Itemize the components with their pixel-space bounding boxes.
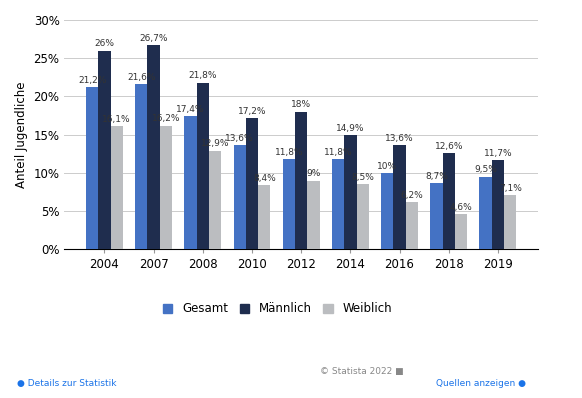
Text: 11,8%: 11,8%	[324, 148, 352, 157]
Bar	[98, 51, 111, 250]
Text: 17,2%: 17,2%	[237, 107, 266, 115]
Text: 8,7%: 8,7%	[425, 172, 448, 181]
Bar	[504, 195, 516, 250]
Text: 13,6%: 13,6%	[385, 134, 414, 143]
Text: 26%: 26%	[94, 39, 115, 48]
Bar	[406, 202, 418, 250]
Text: 21,8%: 21,8%	[189, 71, 217, 80]
Text: 8,4%: 8,4%	[253, 174, 276, 183]
Text: 12,9%: 12,9%	[201, 139, 229, 148]
Text: 21,2%: 21,2%	[78, 76, 107, 85]
Bar	[492, 160, 504, 250]
Text: 6,2%: 6,2%	[400, 191, 423, 200]
Bar	[455, 214, 467, 250]
Text: 8,5%: 8,5%	[351, 173, 374, 182]
Bar	[184, 116, 197, 250]
Text: 4,6%: 4,6%	[450, 203, 473, 212]
Text: 18%: 18%	[291, 100, 311, 109]
Bar	[442, 153, 455, 250]
Text: 26,7%: 26,7%	[139, 34, 168, 43]
Text: 16,1%: 16,1%	[102, 115, 131, 124]
Bar	[86, 87, 98, 250]
Bar	[357, 184, 369, 250]
Text: 13,6%: 13,6%	[225, 134, 254, 143]
Bar	[307, 181, 320, 250]
Text: 10%: 10%	[377, 162, 398, 171]
Text: 21,6%: 21,6%	[127, 73, 155, 82]
Text: 9,5%: 9,5%	[474, 166, 497, 174]
Bar	[159, 125, 172, 250]
Bar	[197, 83, 209, 250]
Bar	[233, 145, 246, 250]
Text: 7,1%: 7,1%	[499, 184, 521, 193]
Text: 9%: 9%	[306, 169, 321, 178]
Bar	[480, 177, 492, 250]
Text: 17,4%: 17,4%	[176, 105, 205, 114]
Bar	[135, 84, 147, 250]
Bar	[430, 183, 442, 250]
Bar	[295, 112, 307, 250]
Text: 16,2%: 16,2%	[152, 114, 180, 123]
Text: 11,8%: 11,8%	[275, 148, 303, 157]
Text: 14,9%: 14,9%	[336, 124, 364, 133]
Bar	[147, 45, 159, 250]
Bar	[246, 118, 258, 250]
Bar	[344, 135, 357, 250]
Text: Quellen anzeigen ●: Quellen anzeigen ●	[436, 379, 527, 388]
Bar	[283, 159, 295, 250]
Bar	[332, 159, 344, 250]
Text: 11,7%: 11,7%	[484, 148, 512, 158]
Text: ● Details zur Statistik: ● Details zur Statistik	[17, 379, 117, 388]
Text: 12,6%: 12,6%	[435, 142, 463, 151]
Bar	[209, 151, 221, 250]
Bar	[381, 173, 393, 250]
Text: © Statista 2022 ■: © Statista 2022 ■	[320, 367, 404, 376]
Bar	[258, 185, 271, 250]
Bar	[111, 126, 123, 250]
Y-axis label: Anteil Jugendliche: Anteil Jugendliche	[15, 82, 28, 188]
Bar	[393, 145, 406, 250]
Legend: Gesamt, Männlich, Weiblich: Gesamt, Männlich, Weiblich	[157, 297, 398, 321]
